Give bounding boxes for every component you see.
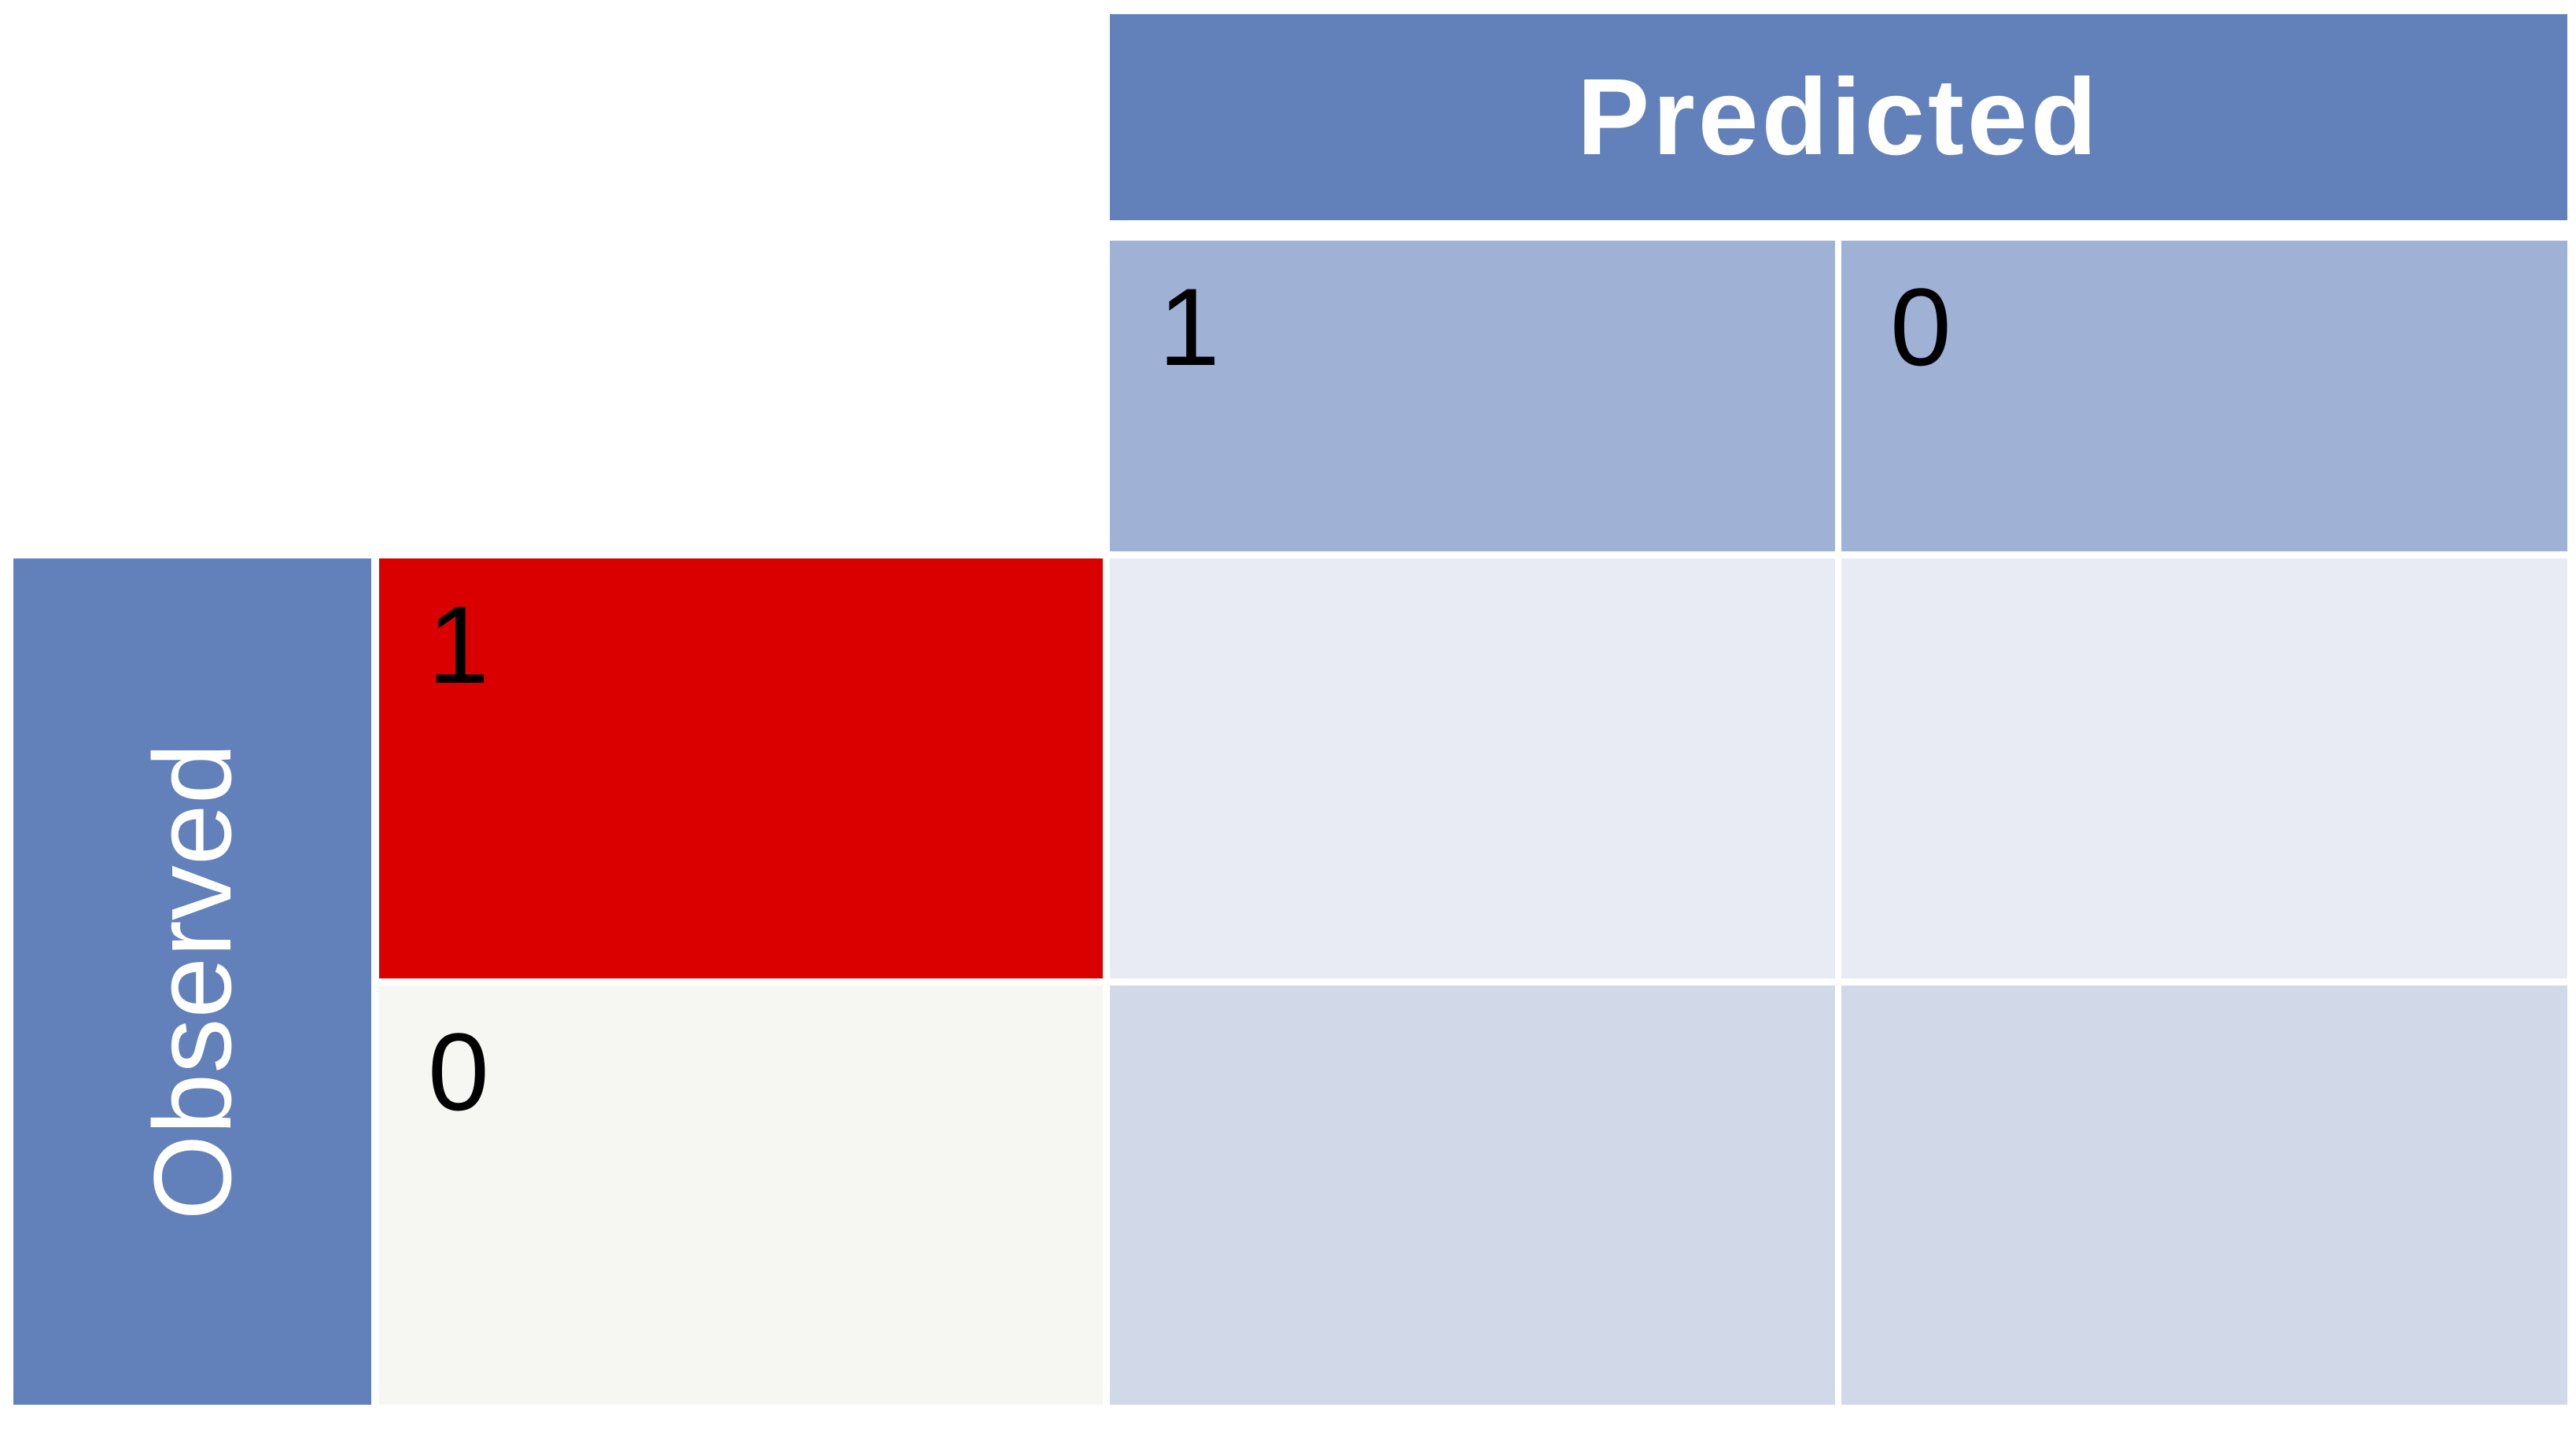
predicted-header: Predicted — [1110, 14, 2567, 220]
matrix-cell-obs1-pred0 — [1841, 558, 2567, 978]
predicted-class-1-cell: 1 — [1110, 241, 1835, 551]
observed-class-0-cell: 0 — [379, 986, 1103, 1405]
predicted-title: Predicted — [1577, 56, 2100, 178]
matrix-cell-obs1-pred1 — [1110, 558, 1835, 978]
matrix-cell-obs0-pred1 — [1110, 986, 1835, 1405]
observed-class-1-label: 1 — [428, 583, 489, 706]
observed-title: Observed — [130, 742, 254, 1221]
observed-header: Observed — [13, 558, 371, 1405]
observed-class-1-cell: 1 — [379, 558, 1103, 978]
predicted-class-0-cell: 0 — [1841, 241, 2567, 551]
matrix-cell-obs0-pred0 — [1841, 986, 2567, 1405]
observed-class-0-label: 0 — [428, 1010, 489, 1133]
predicted-class-0-label: 0 — [1890, 265, 1951, 389]
predicted-class-1-label: 1 — [1159, 265, 1220, 389]
